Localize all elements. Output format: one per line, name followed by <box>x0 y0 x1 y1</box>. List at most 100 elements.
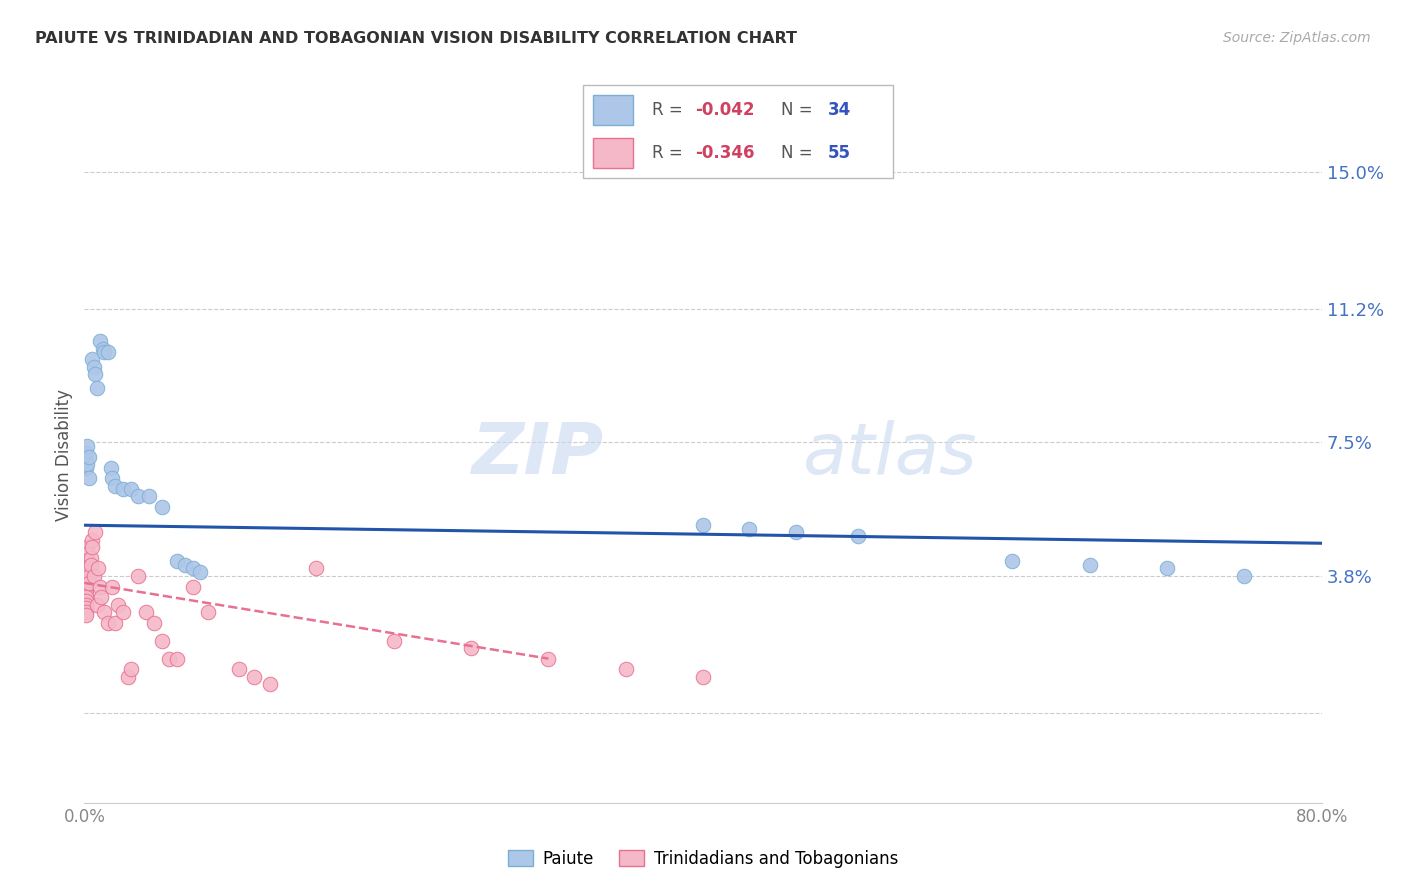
Point <box>101 471 124 485</box>
Point <box>174 558 197 572</box>
Point <box>537 651 560 665</box>
Point <box>120 482 142 496</box>
Point <box>82 352 104 367</box>
Point <box>150 500 173 515</box>
Legend: Paiute, Trinidadians and Tobagonians: Paiute, Trinidadians and Tobagonians <box>501 843 905 874</box>
Point <box>100 460 122 475</box>
Point <box>75 594 97 608</box>
Point <box>188 565 211 579</box>
Text: R =: R = <box>651 145 688 162</box>
Bar <box>593 138 633 168</box>
Point <box>738 522 761 536</box>
Point <box>76 547 98 561</box>
Point <box>86 598 108 612</box>
Point <box>79 558 101 572</box>
Point <box>84 367 107 381</box>
Point <box>143 615 166 630</box>
Point <box>614 662 637 676</box>
Point <box>93 605 115 619</box>
Point <box>75 575 97 590</box>
Bar <box>593 95 633 125</box>
Point <box>77 561 100 575</box>
Point <box>692 670 714 684</box>
Point <box>166 651 188 665</box>
Point <box>104 478 127 492</box>
Text: 34: 34 <box>828 101 851 119</box>
Point <box>83 568 105 582</box>
Point <box>75 561 97 575</box>
Point <box>75 568 97 582</box>
Point <box>90 591 112 605</box>
Point <box>96 345 118 359</box>
Point <box>1233 568 1256 582</box>
Point <box>75 605 97 619</box>
Point <box>785 525 807 540</box>
Point <box>692 518 714 533</box>
Text: -0.346: -0.346 <box>695 145 755 162</box>
FancyBboxPatch shape <box>583 85 893 178</box>
Point <box>1156 561 1178 575</box>
Point <box>77 471 100 485</box>
Point <box>86 381 108 395</box>
Point <box>76 439 98 453</box>
Point <box>197 605 219 619</box>
Y-axis label: Vision Disability: Vision Disability <box>55 389 73 521</box>
Point <box>76 561 98 575</box>
Point <box>76 554 98 568</box>
Point <box>101 580 124 594</box>
Point <box>460 640 482 655</box>
Point <box>382 633 405 648</box>
Point <box>112 482 135 496</box>
Point <box>107 598 129 612</box>
Point <box>75 583 97 598</box>
Point <box>135 605 157 619</box>
Point <box>84 525 107 540</box>
Text: R =: R = <box>651 101 688 119</box>
Point <box>305 561 328 575</box>
Point <box>96 615 118 630</box>
Point <box>75 580 97 594</box>
Point <box>138 489 160 503</box>
Point <box>75 572 97 586</box>
Point <box>104 615 127 630</box>
Point <box>77 450 100 464</box>
Point <box>127 489 149 503</box>
Point <box>75 460 97 475</box>
Point <box>83 359 105 374</box>
Point <box>228 662 250 676</box>
Point <box>82 533 104 547</box>
Text: ZIP: ZIP <box>472 420 605 490</box>
Point <box>76 457 98 471</box>
Point <box>75 587 97 601</box>
Text: PAIUTE VS TRINIDADIAN AND TOBAGONIAN VISION DISABILITY CORRELATION CHART: PAIUTE VS TRINIDADIAN AND TOBAGONIAN VIS… <box>35 31 797 46</box>
Point <box>75 591 97 605</box>
Point <box>77 575 100 590</box>
Point <box>181 561 204 575</box>
Point <box>259 677 281 691</box>
Text: N =: N = <box>782 101 818 119</box>
Text: 55: 55 <box>828 145 851 162</box>
Point <box>846 529 869 543</box>
Point <box>159 651 180 665</box>
Point <box>181 580 204 594</box>
Point <box>75 598 97 612</box>
Point <box>93 345 115 359</box>
Point <box>1078 558 1101 572</box>
Point <box>243 670 266 684</box>
Point <box>1001 554 1024 568</box>
Point <box>150 633 173 648</box>
Point <box>166 554 188 568</box>
Point <box>87 561 110 575</box>
Point <box>75 601 97 615</box>
Point <box>91 342 114 356</box>
Text: -0.042: -0.042 <box>695 101 755 119</box>
Point <box>79 550 101 565</box>
Point <box>82 540 104 554</box>
Point <box>89 580 111 594</box>
Point <box>89 334 111 349</box>
Point <box>117 670 139 684</box>
Point <box>76 540 98 554</box>
Point <box>120 662 142 676</box>
Point <box>75 446 97 460</box>
Point <box>112 605 135 619</box>
